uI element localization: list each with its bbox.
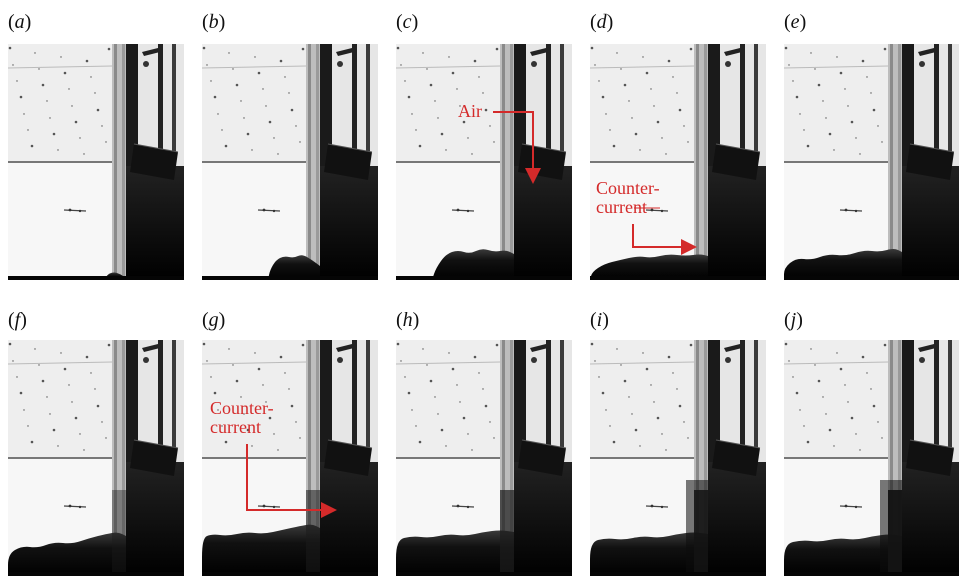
panel-letter: i [596,309,603,331]
panel-label-f: (f) [8,309,27,331]
photo-frame-h [396,340,572,576]
panel-letter: h [402,309,413,331]
panel-letter: g [208,309,219,331]
counter-current-label-d-line-2: current [596,197,647,217]
panel-letter: j [790,309,797,331]
panel-label-j: (j) [784,309,803,331]
panel-label-g: (g) [202,309,226,331]
counter-current-label-g-line-1: Counter- [210,398,274,418]
panel-label-h: (h) [396,309,420,331]
photo-frame-f [8,340,184,576]
panel-label-b: (b) [202,11,226,33]
air-label: Air [458,101,482,121]
panel-letter: e [790,11,800,33]
photo-frame-g [202,340,378,576]
counter-current-label-g-line-2: current [210,417,261,437]
panel-label-d: (d) [590,11,614,33]
photo-frame-b [202,44,378,280]
panel-letter: f [14,309,21,331]
panel-label-a: (a) [8,11,32,33]
photo-frame-i [590,340,766,576]
panel-label-c: (c) [396,11,419,33]
photo-frame-e [784,44,959,280]
counter-current-label-d: Counter-current [596,179,660,217]
panel-letter: d [596,11,607,33]
panel-label-i: (i) [590,309,609,331]
panel-letter: b [208,11,219,33]
photo-frame-j [784,340,959,576]
counter-current-label-d-line-1: Counter- [596,178,660,198]
counter-current-label-g: Counter-current [210,399,274,437]
panel-letter: a [14,11,25,33]
panel-label-e: (e) [784,11,807,33]
photo-frame-d [590,44,766,280]
photo-frame-c [396,44,572,280]
photo-frame-a [8,44,184,280]
panel-letter: c [402,11,412,33]
